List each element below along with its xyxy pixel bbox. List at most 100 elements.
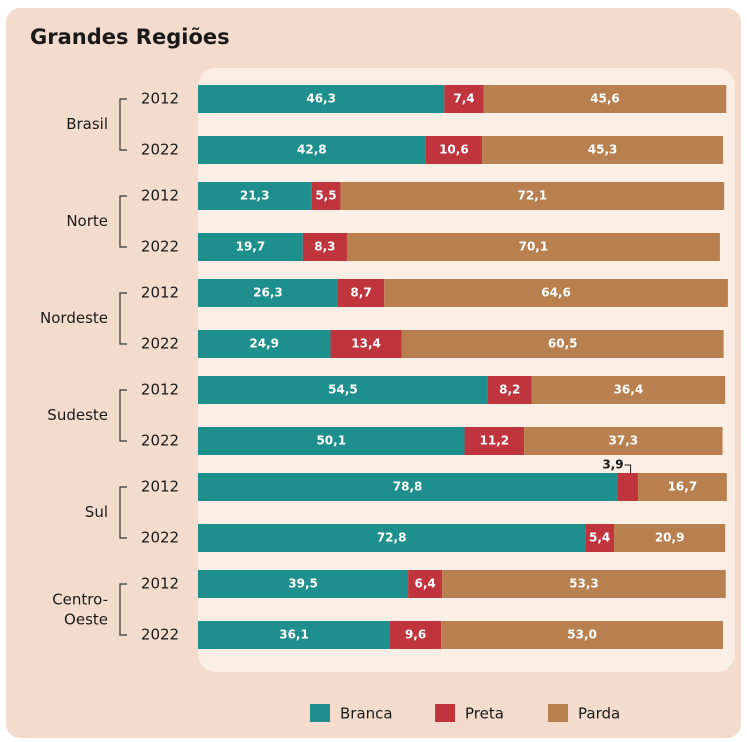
y-tick-label: 2022 [141, 432, 179, 450]
bar-segment [637, 473, 727, 501]
group-label: Sul [85, 503, 108, 521]
value-label: 26,3 [253, 286, 283, 300]
y-tick-label: 2022 [141, 626, 179, 644]
bar-segment [198, 524, 586, 552]
value-label: 70,1 [519, 240, 549, 254]
bar-segment [337, 279, 385, 307]
y-tick-label: 2012 [141, 90, 179, 108]
value-label: 42,8 [297, 143, 327, 157]
plot-panel [198, 68, 735, 672]
value-label: 36,1 [279, 628, 309, 642]
bar-segment [464, 427, 525, 455]
bar-segment [441, 621, 724, 649]
bar-segment [198, 570, 409, 598]
value-label: 60,5 [548, 337, 578, 351]
bar-segment [198, 136, 426, 164]
value-label: 8,2 [499, 383, 520, 397]
group-bracket [119, 486, 127, 539]
bar-segment [442, 570, 726, 598]
bar-segment [198, 330, 331, 358]
value-label: 46,3 [306, 92, 336, 106]
bar-segment [483, 85, 727, 113]
y-tick-label: 2022 [141, 238, 179, 256]
legend-label: Branca [340, 705, 393, 723]
value-label: 37,3 [609, 434, 639, 448]
bar-segment [330, 330, 402, 358]
value-label: 45,3 [588, 143, 618, 157]
value-label: 7,4 [453, 92, 474, 106]
y-tick-label: 2022 [141, 335, 179, 353]
value-label: 8,7 [350, 286, 371, 300]
value-label: 19,7 [236, 240, 266, 254]
bar-segment [346, 233, 720, 261]
y-tick-label: 2012 [141, 381, 179, 399]
value-label: 20,9 [655, 531, 685, 545]
value-label: 54,5 [328, 383, 358, 397]
group-bracket [119, 195, 127, 248]
value-label: 11,2 [480, 434, 510, 448]
bar-segment [444, 85, 484, 113]
group-label: Nordeste [40, 309, 108, 327]
group-bracket [119, 389, 127, 442]
bar-segment [198, 85, 445, 113]
y-tick-label: 2022 [141, 529, 179, 547]
bar-segment [401, 330, 724, 358]
bar-segment [302, 233, 347, 261]
group-bracket [119, 98, 127, 151]
value-label: 8,3 [314, 240, 335, 254]
value-label: 50,1 [316, 434, 346, 448]
bar-segment [340, 182, 725, 210]
bar-segment [198, 182, 312, 210]
bar-segment [198, 621, 391, 649]
bar-segment [198, 376, 488, 404]
legend-swatch [548, 704, 568, 722]
label-leader [624, 464, 632, 473]
bar-segment [482, 136, 724, 164]
y-tick-label: 2012 [141, 187, 179, 205]
value-label: 6,4 [415, 577, 436, 591]
bar-segment [311, 182, 341, 210]
value-label: 21,3 [240, 189, 270, 203]
value-label: 16,7 [668, 480, 698, 494]
value-label: 72,8 [377, 531, 407, 545]
group-label: Centro-Oeste [52, 590, 108, 628]
value-label: 36,4 [614, 383, 644, 397]
bar-segment [524, 427, 723, 455]
y-tick-label: 2012 [141, 478, 179, 496]
bar-segment [384, 279, 728, 307]
value-label: 64,6 [541, 286, 571, 300]
value-label: 3,9 [602, 458, 623, 472]
y-tick-label: 2012 [141, 575, 179, 593]
legend-label: Preta [465, 705, 504, 723]
legend-swatch [310, 704, 330, 722]
bar-segment [390, 621, 442, 649]
value-label: 5,4 [589, 531, 610, 545]
legend-label: Parda [578, 705, 620, 723]
bar-segment [198, 473, 618, 501]
bar-segment [614, 524, 726, 552]
y-tick-label: 2012 [141, 284, 179, 302]
bar-segment [198, 427, 465, 455]
value-label: 39,5 [288, 577, 318, 591]
bar-segment [617, 473, 638, 501]
group-bracket [119, 583, 127, 636]
value-label: 10,6 [439, 143, 469, 157]
value-label: 78,8 [393, 480, 423, 494]
bar-segment [585, 524, 615, 552]
bar-segment [487, 376, 532, 404]
chart-title: Grandes Regiões [30, 25, 230, 49]
group-label: Norte [66, 212, 108, 230]
value-label: 13,4 [351, 337, 381, 351]
value-label: 45,6 [590, 92, 620, 106]
bar-segment [198, 279, 338, 307]
legend-swatch [435, 704, 455, 722]
group-bracket [119, 292, 127, 345]
group-label: Brasil [66, 115, 108, 133]
group-label: Sudeste [47, 406, 108, 424]
bar-segment [531, 376, 726, 404]
bar-segment [408, 570, 443, 598]
value-label: 53,0 [567, 628, 597, 642]
value-label: 72,1 [518, 189, 548, 203]
